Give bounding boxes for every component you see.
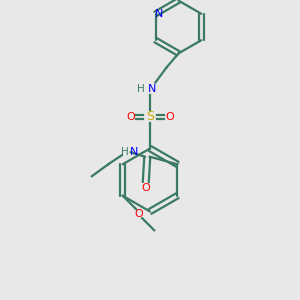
Text: O: O <box>141 183 150 193</box>
Text: O: O <box>126 112 135 122</box>
Text: H: H <box>136 83 144 94</box>
Text: O: O <box>165 112 174 122</box>
Text: N: N <box>148 83 157 94</box>
Text: O: O <box>135 209 144 219</box>
Text: N: N <box>155 9 164 19</box>
Text: S: S <box>146 110 154 124</box>
Text: N: N <box>130 147 138 157</box>
Text: H: H <box>121 147 129 157</box>
